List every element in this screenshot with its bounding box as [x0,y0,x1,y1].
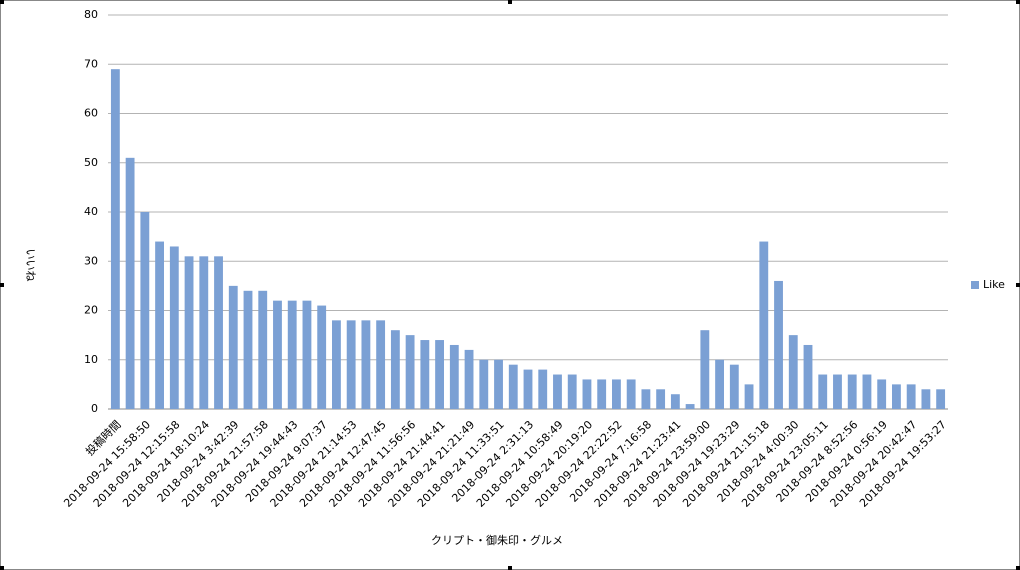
bar [169,246,179,409]
bar [921,389,931,409]
bar [479,359,489,409]
bar [582,379,592,409]
bar [729,364,739,409]
legend-label: Like [983,278,1005,291]
bar [670,394,680,409]
y-tick-label: 30 [84,254,98,267]
bar [449,344,459,409]
bar [125,157,135,409]
bar [243,290,253,409]
bar [538,369,548,409]
bar [140,212,150,409]
bar [376,320,386,409]
bar [788,335,798,409]
bar [405,335,415,409]
bar [877,379,887,409]
bar [818,374,828,409]
bar [803,344,813,409]
bar [567,374,577,409]
bar [759,241,769,409]
bar [214,256,223,409]
bar [656,389,666,409]
bar [612,379,621,409]
bar [715,359,724,409]
bar [494,359,503,409]
bar [464,349,474,409]
y-tick-label: 0 [91,402,98,415]
bar [258,290,268,409]
y-tick-label: 10 [84,353,98,366]
bar [390,330,400,409]
bar [892,384,901,409]
bar [287,300,297,409]
y-tick-label: 60 [84,107,98,120]
bar [228,285,238,409]
bar [685,404,695,409]
bar [626,379,636,409]
bar [774,280,783,409]
bar [641,389,651,409]
bar [332,320,341,409]
x-axis-title: クリプト・御朱印・グルメ [431,533,563,547]
bar [847,374,857,409]
bar [553,374,562,409]
y-axis-title: いいね [24,249,37,282]
bar [700,330,710,409]
bar [346,320,356,409]
bar [744,384,754,409]
bar [302,300,312,409]
bar [597,379,607,409]
y-tick-label: 70 [84,57,98,70]
bar [906,384,916,409]
bar [523,369,533,409]
legend-swatch [971,281,979,289]
bar [361,320,371,409]
bar [155,241,164,409]
bar [273,300,282,409]
bar [199,256,209,409]
y-tick-label: 40 [84,205,98,218]
bar [936,389,946,409]
bar [508,364,518,409]
bar [435,340,444,409]
bar [833,374,842,409]
bar [110,69,120,410]
bar [862,374,872,409]
y-tick-label: 20 [84,304,98,317]
bar [317,305,327,409]
bar [184,256,194,409]
y-tick-label: 50 [84,156,98,169]
bar [420,340,430,409]
y-tick-label: 80 [84,8,98,21]
